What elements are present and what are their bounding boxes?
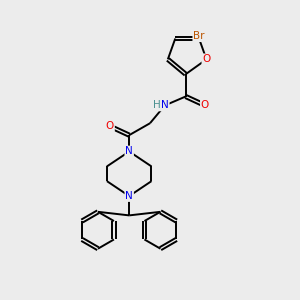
Text: N: N bbox=[161, 100, 169, 110]
Text: H: H bbox=[153, 100, 160, 110]
Text: O: O bbox=[202, 54, 211, 64]
Text: O: O bbox=[201, 100, 209, 110]
Text: Br: Br bbox=[193, 31, 205, 41]
Text: N: N bbox=[125, 191, 133, 201]
Text: N: N bbox=[125, 146, 133, 157]
Text: O: O bbox=[106, 121, 114, 131]
